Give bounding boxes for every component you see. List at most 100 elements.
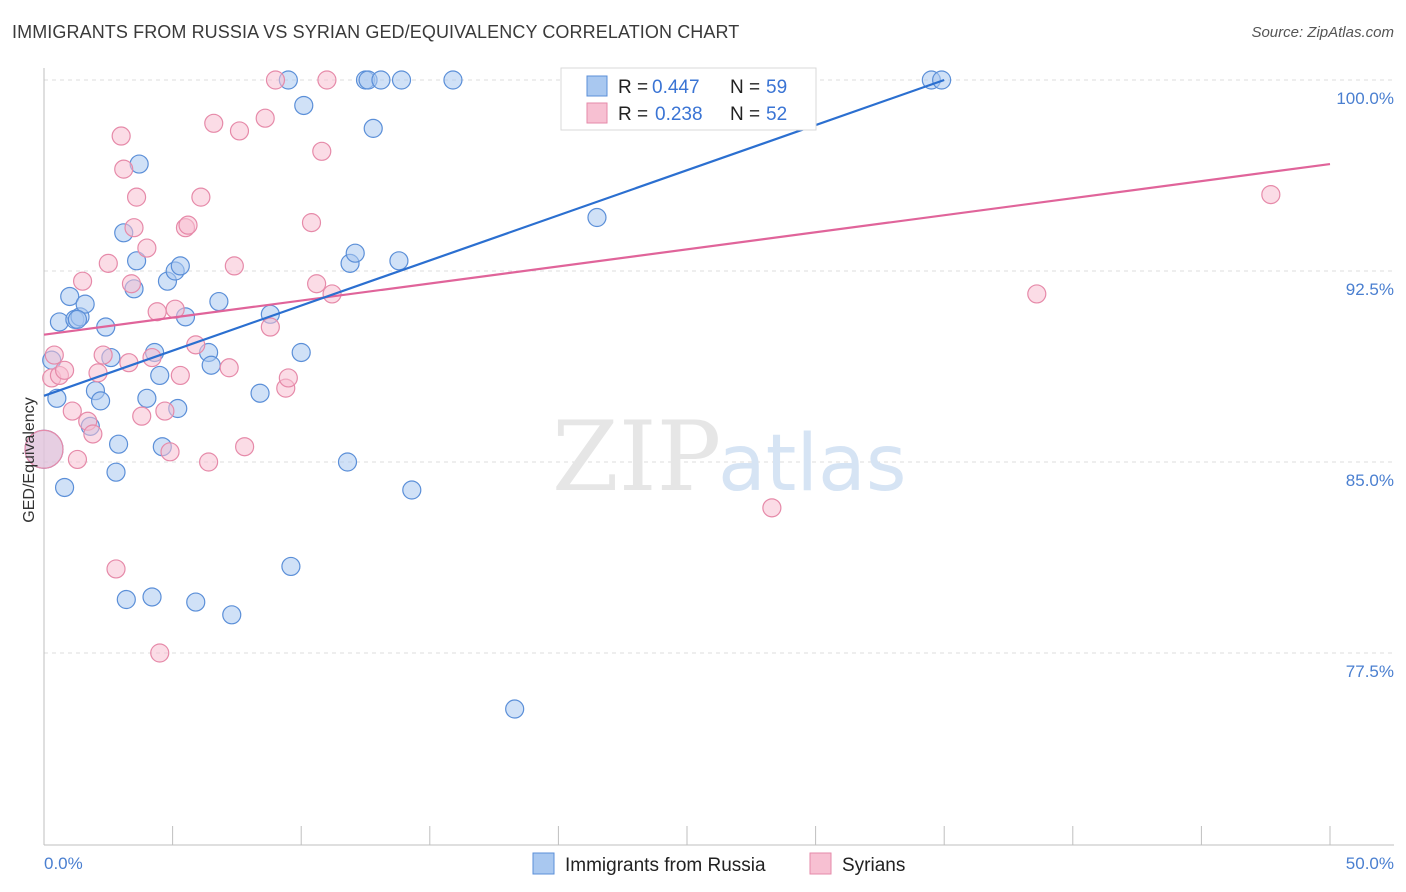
legend-syria-n-value: 52 — [766, 104, 787, 125]
legend: R = 0.447 N = 59 R = 0.238 N = 52 — [560, 67, 817, 131]
russia-point — [150, 365, 170, 386]
russia-point — [389, 251, 409, 271]
syria-point — [155, 401, 175, 421]
russia-point — [209, 291, 229, 312]
syria-point — [72, 271, 93, 291]
syria-point — [219, 358, 239, 378]
russia-point — [54, 477, 75, 498]
syria-point — [204, 113, 224, 133]
watermark-atlas: atlas — [718, 419, 907, 509]
legend-russia-r-value: 0.447 — [652, 77, 700, 98]
bottom-legend-syria-swatch — [809, 852, 832, 875]
y-tick-label-2: 92.5% — [1346, 280, 1394, 299]
legend-russia-r-label: R = — [618, 77, 648, 98]
russia-point — [587, 207, 607, 228]
russia-point — [222, 605, 242, 625]
syria-point — [124, 218, 144, 238]
russia-point — [106, 462, 126, 482]
russia-point — [75, 294, 95, 314]
russia-point — [60, 286, 80, 307]
syria-trend-line — [43, 162, 1331, 336]
russia-point — [505, 699, 525, 719]
russia-point — [126, 251, 147, 271]
russia-point — [137, 388, 157, 408]
syria-point — [224, 256, 244, 276]
y-axis-title: GED/Equivalency — [21, 397, 38, 522]
legend-russia-n-label: N = — [730, 77, 760, 98]
russia-point — [402, 480, 422, 500]
syria-point — [54, 360, 75, 380]
syria-point — [160, 442, 180, 462]
syria-points — [24, 70, 1281, 663]
syria-point — [62, 401, 82, 421]
syria-point — [317, 70, 337, 90]
y-tick-label-3: 100.0% — [1336, 89, 1394, 108]
bottom-legend: Immigrants from Russia Syrians — [532, 852, 905, 876]
x-ticks — [43, 826, 1331, 845]
syria-point — [1027, 284, 1047, 304]
russia-point — [391, 70, 412, 90]
bottom-legend-russia-swatch — [532, 852, 555, 875]
syria-point — [199, 452, 219, 472]
syria-point — [265, 70, 286, 90]
russia-point — [108, 434, 129, 454]
russia-point — [345, 243, 365, 263]
syria-point — [44, 345, 64, 365]
russia-trend-line — [43, 78, 945, 397]
legend-russia-swatch — [586, 75, 608, 97]
x-tick-label-max: 50.0% — [1346, 854, 1394, 873]
syria-point — [126, 187, 147, 207]
bottom-legend-syria-label: Syrians — [842, 855, 905, 876]
syria-point — [93, 345, 113, 365]
syria-point — [83, 424, 103, 444]
syria-point — [235, 437, 255, 457]
syria-point — [312, 141, 332, 161]
syria-point — [307, 274, 327, 294]
russia-point — [281, 556, 301, 577]
watermark: ZIP atlas — [552, 401, 907, 513]
syria-point — [762, 498, 782, 518]
russia-point — [371, 70, 391, 90]
russia-point — [363, 118, 383, 138]
syria-point — [301, 213, 322, 233]
legend-syria-swatch — [586, 102, 608, 124]
russia-point — [142, 587, 162, 607]
watermark-zip: ZIP — [552, 401, 721, 513]
syria-point — [98, 253, 118, 273]
russia-point — [67, 309, 88, 329]
russia-point — [201, 355, 221, 375]
legend-syria-r-label: R = — [618, 104, 648, 125]
syria-point — [111, 126, 131, 146]
chart-title: IMMIGRANTS FROM RUSSIA VS SYRIAN GED/EQU… — [12, 22, 740, 42]
russia-point — [294, 95, 314, 116]
syria-point — [150, 643, 170, 663]
syria-point — [137, 238, 157, 258]
y-tick-label-0: 77.5% — [1346, 662, 1394, 681]
russia-point — [291, 342, 311, 363]
source-label: Source: ZipAtlas.com — [1251, 24, 1394, 41]
syria-point — [24, 429, 64, 469]
russia-point — [170, 256, 190, 276]
syria-point — [67, 449, 88, 470]
russia-point — [90, 391, 111, 411]
legend-syria-n-label: N = — [730, 104, 760, 125]
syria-point — [255, 108, 275, 128]
russia-point — [337, 452, 358, 472]
syria-point — [121, 274, 142, 294]
russia-point — [443, 70, 463, 90]
russia-points — [24, 70, 952, 719]
syria-point — [278, 368, 298, 388]
x-tick-label-min: 0.0% — [44, 854, 83, 873]
syria-point — [178, 215, 198, 235]
russia-point — [186, 592, 206, 612]
syria-point — [132, 406, 152, 426]
syria-point — [1261, 185, 1281, 205]
syria-point — [260, 317, 280, 337]
syria-point — [229, 121, 250, 141]
legend-russia-n-value: 59 — [766, 77, 787, 98]
syria-point — [114, 159, 134, 179]
y-tick-labels: 77.5% 85.0% 92.5% 100.0% — [1336, 89, 1394, 681]
syria-point — [106, 559, 126, 579]
bottom-legend-russia-label: Immigrants from Russia — [565, 855, 766, 876]
